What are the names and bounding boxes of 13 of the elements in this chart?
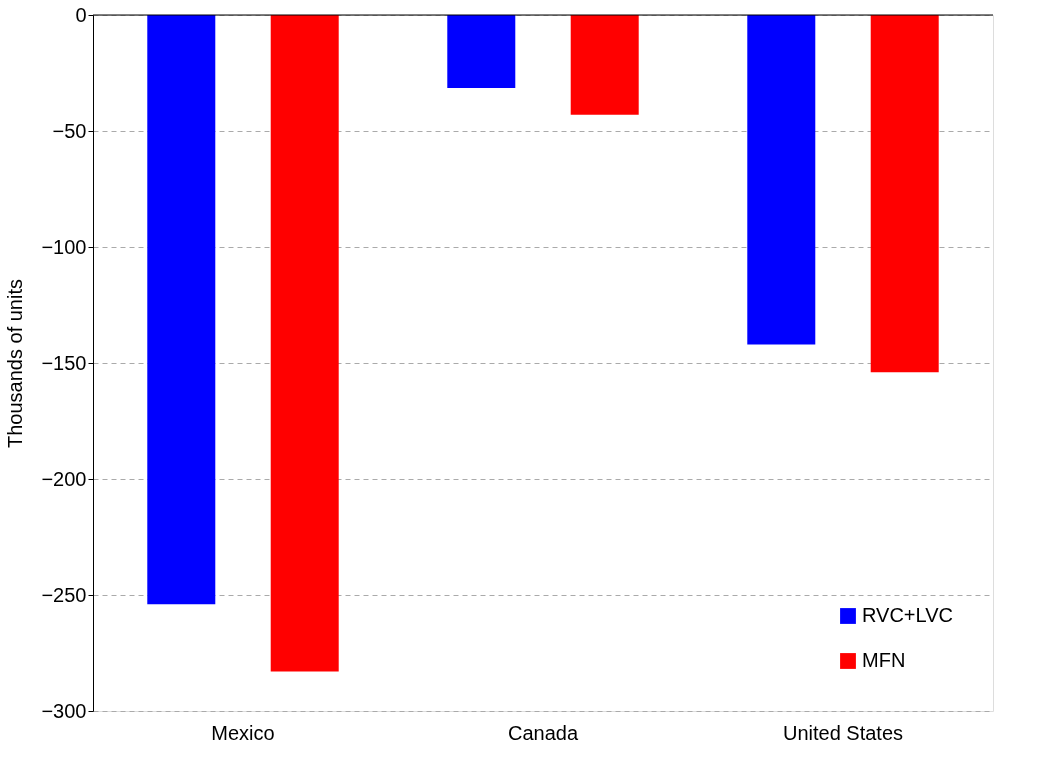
x-tick-label: Mexico xyxy=(211,721,275,744)
legend-label: MFN xyxy=(862,649,906,671)
y-tick-label: −200 xyxy=(41,467,87,490)
y-tick-label: −50 xyxy=(52,119,87,142)
y-axis-title: Thousands of units xyxy=(4,279,27,448)
y-tick-label: −150 xyxy=(41,351,87,374)
x-tick-label: United States xyxy=(782,721,904,744)
y-tick-label: 0 xyxy=(75,3,87,26)
x-tick-label: Canada xyxy=(507,721,579,744)
legend-label: RVC+LVC xyxy=(862,604,953,626)
y-tick-label: −250 xyxy=(41,583,87,606)
y-tick-label: −300 xyxy=(41,699,87,722)
y-tick-label: −100 xyxy=(41,235,87,258)
